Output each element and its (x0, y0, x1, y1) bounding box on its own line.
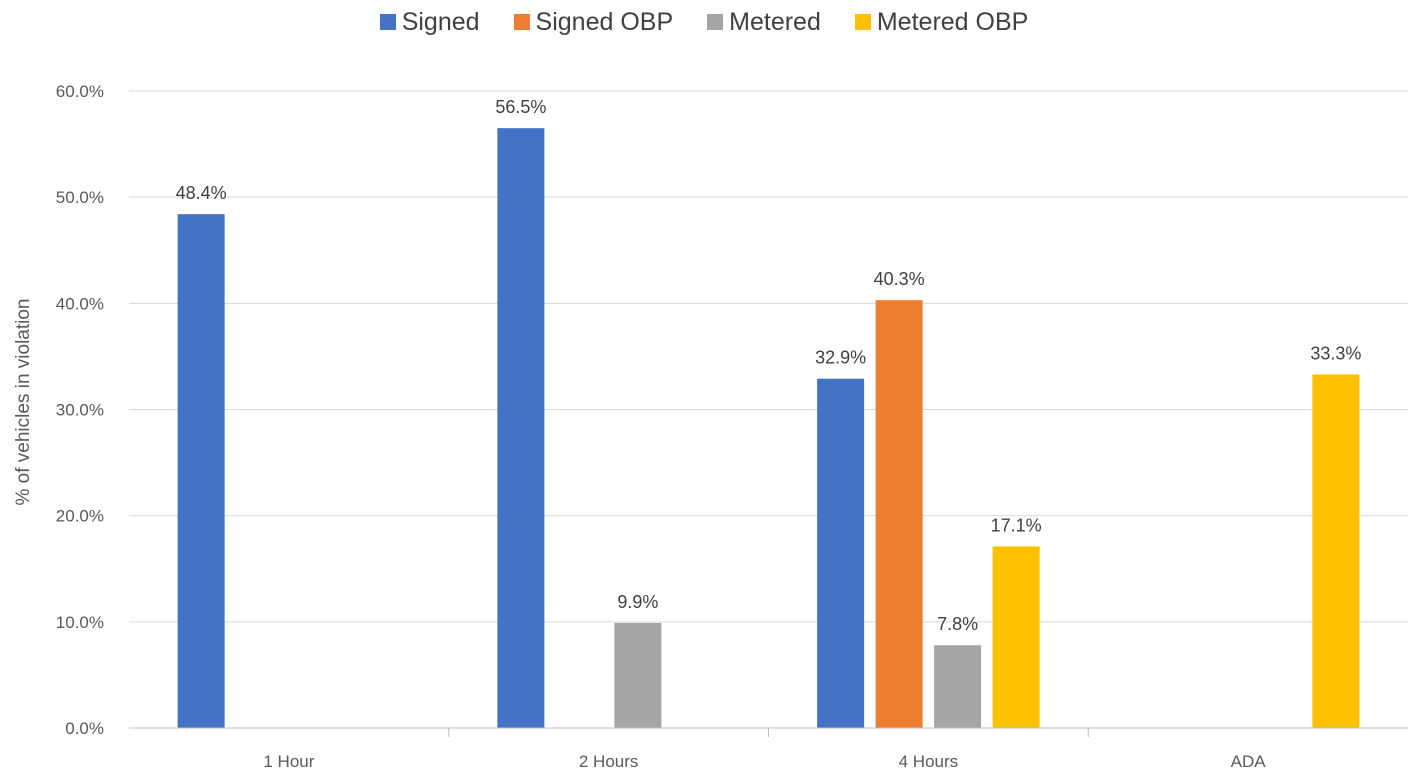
y-tick-label: 20.0% (56, 507, 104, 526)
legend-label-metered: Metered (729, 7, 821, 36)
legend-item-metered: Metered (707, 7, 821, 36)
legend-swatch-signed (379, 14, 396, 30)
bar-metered (614, 622, 662, 728)
data-label: 56.5% (495, 97, 546, 117)
chart-legend: Signed Signed OBP Metered Metered OBP (0, 4, 1408, 40)
y-tick-label: 50.0% (56, 188, 104, 207)
data-label: 32.9% (815, 348, 866, 368)
x-axis: 1 Hour 2 Hours 4 Hours ADA (129, 727, 1408, 771)
x-tick-label: 4 Hours (899, 752, 959, 771)
bar-signed (177, 214, 225, 729)
data-label: 17.1% (991, 515, 1042, 535)
legend-label-signed: Signed (401, 7, 480, 36)
legend-label-signed-obp: Signed OBP (535, 7, 674, 36)
bars (177, 128, 1360, 729)
data-label: 9.9% (617, 592, 658, 612)
legend-item-signed-obp: Signed OBP (513, 7, 674, 36)
bar-signed-obp (875, 300, 923, 728)
data-label: 48.4% (176, 183, 227, 203)
bar-signed (497, 128, 545, 729)
bar-metered (934, 645, 982, 728)
y-axis-title: % of vehicles in violation (13, 299, 34, 506)
bar-signed (817, 378, 865, 728)
y-tick-label: 0.0% (65, 719, 104, 738)
y-axis-ticks: 0.0% 10.0% 20.0% 30.0% 40.0% 50.0% 60.0% (56, 82, 104, 738)
data-label: 7.8% (937, 614, 978, 634)
legend-item-metered-obp: Metered OBP (854, 7, 1029, 36)
y-tick-label: 30.0% (56, 401, 104, 420)
bar-metered-obp (992, 546, 1040, 728)
legend-swatch-metered (707, 14, 724, 30)
y-tick-label: 10.0% (56, 613, 104, 632)
x-tick-label: ADA (1231, 752, 1267, 771)
legend-swatch-metered-obp (854, 14, 871, 30)
data-labels: 48.4% 56.5% 9.9% 32.9% 40.3% 7.8% 17.1% 33.3% (176, 97, 1362, 634)
x-tick-label: 2 Hours (579, 752, 639, 771)
y-tick-label: 60.0% (56, 82, 104, 101)
data-label: 33.3% (1310, 343, 1361, 363)
legend-label-metered-obp: Metered OBP (876, 7, 1029, 36)
legend-item-signed: Signed (379, 7, 480, 36)
data-label: 40.3% (874, 269, 925, 289)
x-tick-label: 1 Hour (263, 752, 314, 771)
y-tick-label: 40.0% (56, 294, 104, 313)
bar-metered-obp (1312, 374, 1360, 728)
gridlines (129, 90, 1408, 623)
legend-swatch-signed-obp (513, 14, 530, 30)
